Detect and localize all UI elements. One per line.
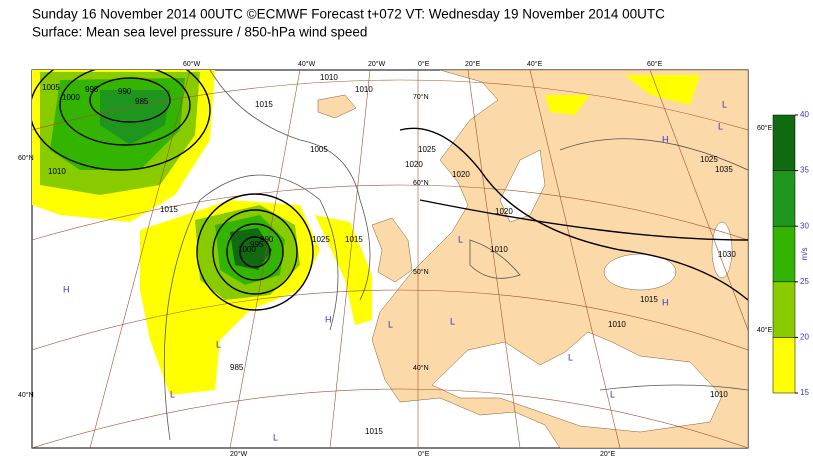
isobar-label: 1010 (355, 85, 373, 94)
map-body (32, 70, 748, 448)
graticule-label: 40°E (757, 326, 773, 334)
isobar-label: 1015 (345, 235, 363, 244)
pressure-centre: L (458, 234, 463, 244)
isobar-label: 985 (230, 363, 244, 372)
pressure-centre: L (450, 316, 455, 326)
pressure-centre: L (722, 99, 727, 109)
british-isles (371, 217, 413, 283)
isobar-label: 1010 (490, 245, 508, 254)
isobar-label: 990 (118, 87, 132, 96)
colorbar-tick-label: 40 (800, 110, 809, 119)
colorbar-segment (772, 170, 796, 227)
pressure-centre: L (568, 352, 573, 362)
colorbar-segment (772, 114, 796, 171)
colorbar-segment (772, 225, 796, 283)
graticule-label: 50°N (413, 268, 429, 276)
graticule-label: 20°W (230, 450, 248, 458)
pressure-centre: L (388, 319, 393, 329)
colorbar-tick-label: 25 (800, 277, 809, 286)
wind-area (315, 215, 372, 325)
isobar-label: 995 (250, 240, 264, 249)
iceland (317, 94, 357, 119)
pressure-centre: L (718, 121, 723, 131)
isobar-label: 1015 (365, 427, 383, 436)
isobar-label: 1015 (640, 295, 658, 304)
isobar-label: 1020 (405, 160, 423, 169)
isobar-label: 995 (85, 85, 99, 94)
isobar-label: 990 (260, 235, 274, 244)
isobar-label: 1005 (42, 83, 60, 92)
graticule-label: 20°E (600, 450, 616, 458)
colorbar-tick-label: 30 (800, 221, 809, 230)
graticule-label: 40°E (527, 60, 543, 68)
isobar-label: 1035 (715, 165, 733, 174)
colorbar-tick-label: 15 (800, 388, 809, 397)
isobar-label: 1000 (62, 93, 80, 102)
isobar-label: 1025 (312, 235, 330, 244)
colorbar-unit: m/s (800, 248, 809, 261)
isobar-label: 1010 (608, 320, 626, 329)
isobar-label: 1015 (255, 100, 273, 109)
colorbar-tick-label: 20 (800, 333, 809, 342)
graticule-label: 60°E (647, 60, 663, 68)
mediterranean (431, 331, 723, 433)
black-sea (603, 253, 677, 291)
isobar-label: 1030 (718, 250, 736, 259)
wind-area (625, 75, 700, 105)
graticule-label: 0°E (418, 60, 430, 68)
graticule-label: 20°E (465, 60, 481, 68)
graticule-label: 60°N (413, 179, 429, 187)
isobar-label: 1010 (48, 167, 66, 176)
isobar-label: 1025 (418, 145, 436, 154)
pressure-centre: L (170, 389, 175, 399)
pressure-centre: L (273, 432, 278, 442)
graticule-label: 40°N (413, 364, 429, 372)
pressure-centre: L (610, 389, 615, 399)
pressure-centre: H (325, 314, 332, 324)
subtitle: Surface: Mean sea level pressure / 850-h… (32, 25, 367, 40)
isobar-label: 985 (135, 97, 149, 106)
colorbar-segment (772, 337, 796, 394)
colorbar-tick-label: 35 (800, 166, 809, 175)
graticule-label: 40°N (18, 391, 34, 399)
graticule-label: 60°N (18, 154, 34, 162)
graticule (32, 70, 748, 448)
graticule-label: 60°W (183, 60, 201, 68)
pressure-centre: L (216, 339, 221, 349)
wind-area (545, 95, 590, 115)
isobar-label: 1020 (495, 207, 513, 216)
caspian-sea (711, 221, 733, 279)
graticule-label: 40°W (298, 60, 316, 68)
isobar-label: 1010 (320, 73, 338, 82)
pressure-centre: H (662, 134, 669, 144)
isobar-label: 1000 (238, 245, 256, 254)
graticule-label: 60°E (757, 124, 773, 132)
colorbar-segment (772, 281, 796, 338)
isobar-label: 1015 (160, 205, 178, 214)
isobar-label: 1005 (310, 145, 328, 154)
pressure-centre: H (63, 284, 70, 294)
title: Sunday 16 November 2014 00UTC ©ECMWF For… (32, 7, 665, 22)
colorbar: 15 20 25 30 35 40 m/s (772, 110, 809, 397)
isobar-label: 1020 (452, 170, 470, 179)
graticule-label: 70°N (413, 93, 429, 101)
isobars (32, 70, 748, 441)
wind-area (100, 90, 170, 145)
isobar-label: 1010 (710, 390, 728, 399)
graticule-label: 20°W (368, 60, 386, 68)
graticule-label: 0°E (418, 450, 430, 458)
pressure-centre: H (662, 297, 669, 307)
isobar-label: 1025 (700, 155, 718, 164)
